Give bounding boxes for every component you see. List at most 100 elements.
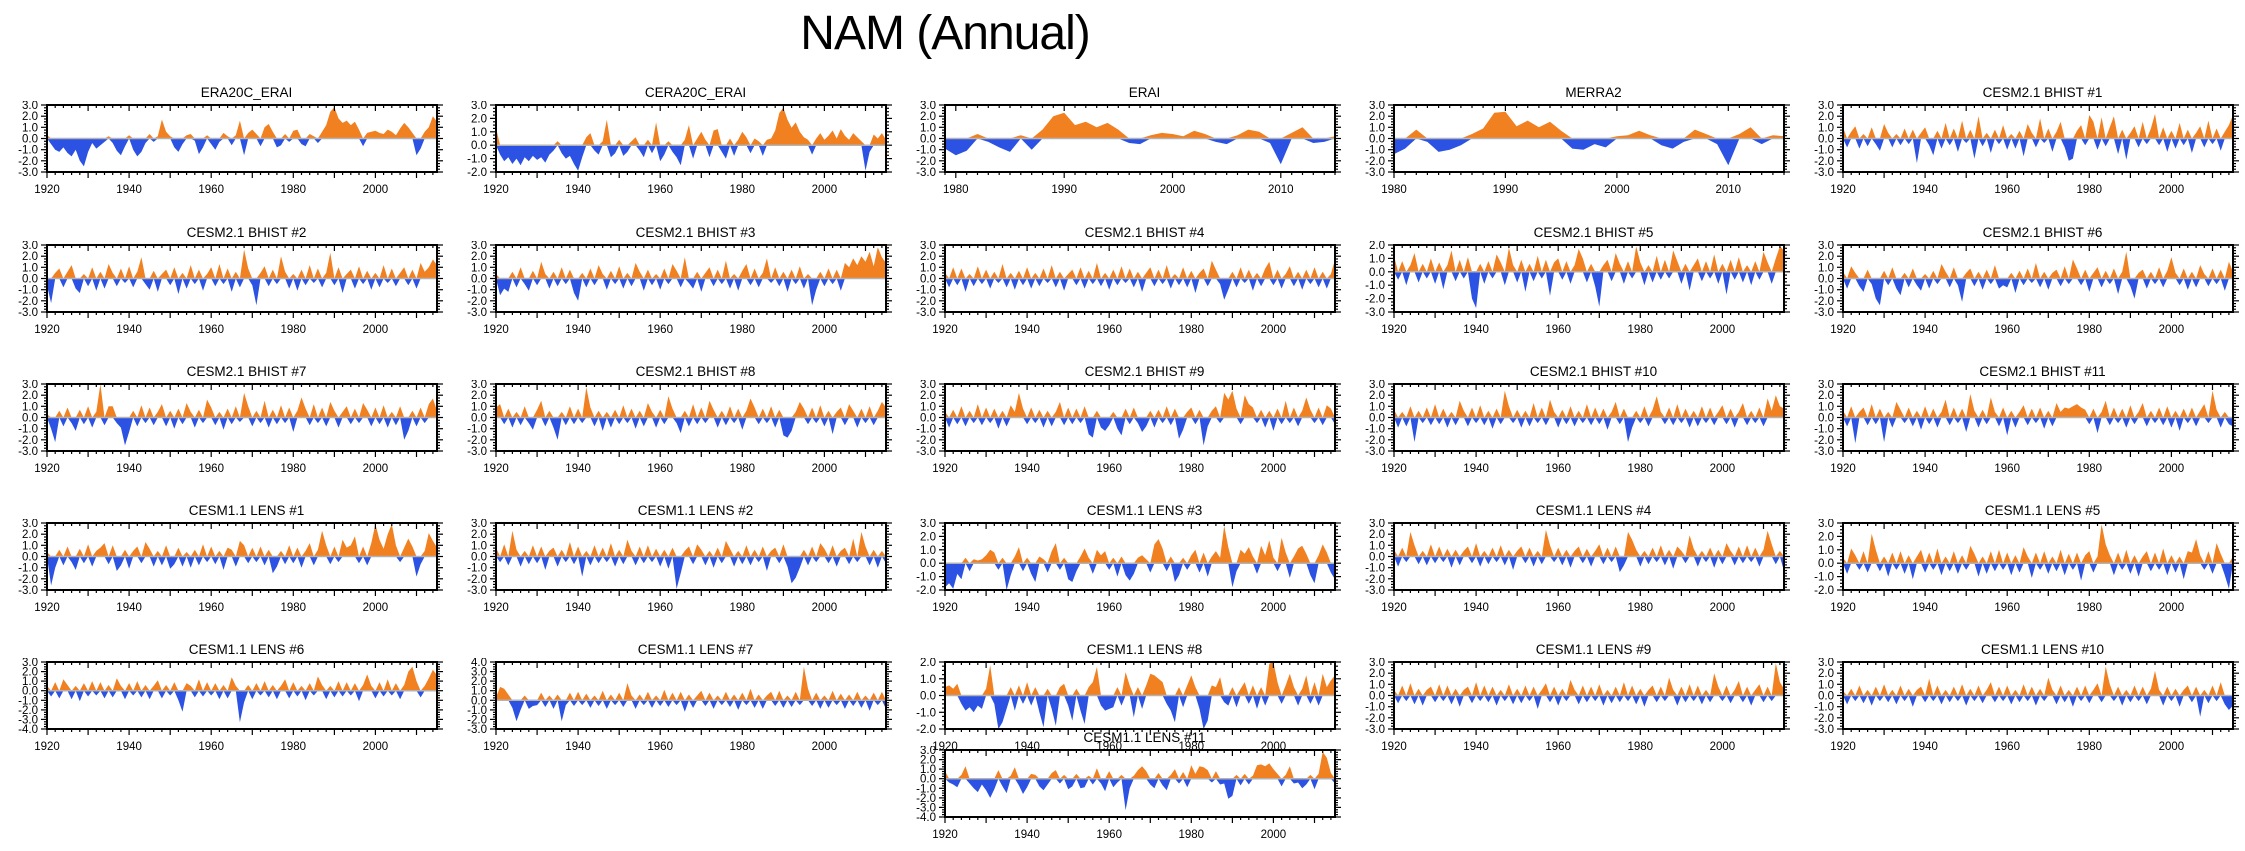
svg-text:1980: 1980 — [281, 184, 307, 196]
svg-text:1960: 1960 — [198, 184, 224, 196]
svg-text:1940: 1940 — [565, 324, 591, 336]
svg-text:-3.0: -3.0 — [467, 724, 487, 736]
svg-text:1960: 1960 — [1545, 602, 1571, 614]
panel-8: CESM2.1 BHIST #4 -3.0 -2.0 -1.0 0.0 1.0 2.0 3.0… — [909, 224, 1358, 346]
svg-text:1940: 1940 — [1014, 602, 1040, 614]
svg-text:-2.0: -2.0 — [18, 296, 38, 308]
svg-text:1.0: 1.0 — [471, 540, 487, 552]
svg-text:0.0: 0.0 — [471, 552, 487, 564]
svg-text:-1.0: -1.0 — [1814, 424, 1834, 436]
svg-text:0.0: 0.0 — [22, 274, 38, 286]
svg-text:1960: 1960 — [1994, 741, 2020, 753]
svg-text:1960: 1960 — [1994, 463, 2020, 475]
svg-text:1980: 1980 — [1628, 463, 1654, 475]
svg-text:2.0: 2.0 — [1369, 241, 1385, 252]
svg-text:1.0: 1.0 — [471, 401, 487, 413]
svg-text:-3.0: -3.0 — [916, 802, 936, 814]
svg-text:-2.0: -2.0 — [916, 585, 936, 597]
svg-text:0.0: 0.0 — [471, 140, 487, 152]
svg-text:0.0: 0.0 — [920, 134, 936, 146]
svg-text:1920: 1920 — [932, 829, 958, 841]
svg-text:-3.0: -3.0 — [467, 446, 487, 458]
svg-text:3.0: 3.0 — [471, 241, 487, 252]
svg-text:-1.0: -1.0 — [18, 563, 38, 575]
svg-text:1940: 1940 — [116, 463, 142, 475]
panel-plot: -3.0-2.0-1.00.01.02.03.0 1920 1940 1960 1980… — [1814, 380, 2239, 475]
svg-text:2010: 2010 — [1716, 184, 1742, 196]
svg-text:1940: 1940 — [565, 602, 591, 614]
svg-text:1960: 1960 — [198, 741, 224, 753]
svg-text:1960: 1960 — [198, 463, 224, 475]
panel-15: CESM2.1 BHIST #11 -3.0 -2.0 -1.0 0.0 1.0 2.0 3.… — [1807, 363, 2245, 485]
panel-plot: -3.0-2.0-1.00.01.02.03.0 1920 1940 1960 1980… — [1814, 241, 2239, 336]
svg-text:1980: 1980 — [281, 741, 307, 753]
svg-text:1960: 1960 — [1994, 602, 2020, 614]
svg-text:-1.0: -1.0 — [467, 705, 487, 717]
svg-text:1940: 1940 — [1912, 602, 1938, 614]
svg-text:2.0: 2.0 — [1818, 251, 1834, 263]
svg-text:0.0: 0.0 — [920, 413, 936, 425]
panel-12: CESM2.1 BHIST #8 -3.0 -2.0 -1.0 0.0 1.0 2.0 3.0… — [460, 363, 909, 485]
panel-title: CESM2.1 BHIST #4 — [1084, 225, 1205, 240]
svg-text:1920: 1920 — [932, 463, 958, 475]
svg-text:1.0: 1.0 — [471, 127, 487, 139]
svg-text:2.0: 2.0 — [920, 531, 936, 543]
panel-plot: -3.0-2.0-1.00.01.02.03.0 1920 1940 1960 1980… — [1365, 380, 1790, 475]
svg-text:2.0: 2.0 — [920, 755, 936, 767]
panel-plot: -4.0-3.0-2.0-1.00.01.02.03.0 1920 1940 1960… — [916, 746, 1341, 841]
panel-title: CERA20C_ERAI — [644, 85, 747, 100]
svg-text:0.0: 0.0 — [471, 413, 487, 425]
svg-text:2.0: 2.0 — [471, 113, 487, 125]
svg-text:3.0: 3.0 — [920, 519, 936, 530]
panel-title: CESM2.1 BHIST #3 — [635, 225, 756, 240]
svg-text:3.0: 3.0 — [1369, 658, 1385, 669]
svg-text:1980: 1980 — [730, 184, 756, 196]
svg-text:-1.0: -1.0 — [1814, 572, 1834, 584]
svg-text:0.0: 0.0 — [1818, 558, 1834, 570]
svg-text:2.0: 2.0 — [22, 251, 38, 263]
panel-21: CESM1.1 LENS #6 -4.0 -3.0 -2.0 -1.0 0.0 1.0 2.0… — [11, 641, 460, 763]
panel-title: CESM1.1 LENS #1 — [188, 503, 305, 518]
panel-plot: -3.0-2.0-1.00.01.02.03.0 1920 1940 1960 1980… — [467, 380, 892, 475]
svg-text:1960: 1960 — [1096, 602, 1122, 614]
svg-text:-2.0: -2.0 — [467, 574, 487, 586]
panel-title: CESM1.1 LENS #9 — [1535, 642, 1652, 657]
svg-text:-3.0: -3.0 — [1365, 167, 1385, 179]
svg-text:0.0: 0.0 — [920, 774, 936, 786]
svg-text:-2.0: -2.0 — [18, 156, 38, 168]
svg-text:1920: 1920 — [483, 324, 509, 336]
svg-text:1.0: 1.0 — [22, 540, 38, 552]
panel-plot: -3.0-2.0-1.00.01.02.03.0 1920 1940 1960 1980… — [18, 101, 443, 196]
svg-text:1920: 1920 — [1830, 324, 1856, 336]
svg-text:-2.0: -2.0 — [1814, 713, 1834, 725]
svg-text:2000: 2000 — [363, 463, 389, 475]
svg-text:1.0: 1.0 — [920, 764, 936, 776]
panel-plot: -3.0-2.0-1.00.01.02.03.0 1920 1940 1960 1980… — [916, 241, 1341, 336]
svg-text:1960: 1960 — [647, 463, 673, 475]
panel-6: CESM2.1 BHIST #2 -3.0 -2.0 -1.0 0.0 1.0 2.0 3.0… — [11, 224, 460, 346]
svg-text:1920: 1920 — [1830, 184, 1856, 196]
svg-text:1.0: 1.0 — [1818, 401, 1834, 413]
svg-text:-2.0: -2.0 — [916, 793, 936, 805]
svg-text:-1.0: -1.0 — [467, 563, 487, 575]
svg-text:-3.0: -3.0 — [916, 446, 936, 458]
panel-7: CESM2.1 BHIST #3 -3.0 -2.0 -1.0 0.0 1.0 2.0 3.0… — [460, 224, 909, 346]
svg-text:2000: 2000 — [1261, 324, 1287, 336]
svg-text:-3.0: -3.0 — [18, 167, 38, 179]
svg-text:1940: 1940 — [1014, 324, 1040, 336]
svg-text:-2.0: -2.0 — [916, 296, 936, 308]
svg-text:-2.0: -2.0 — [1814, 296, 1834, 308]
svg-text:3.0: 3.0 — [1818, 658, 1834, 669]
panel-26: CESM1.1 LENS #11 -4.0 -3.0 -2.0 -1.0 0.0 1.0 2.… — [909, 729, 1358, 851]
svg-text:2.0: 2.0 — [471, 390, 487, 402]
svg-text:1960: 1960 — [1096, 324, 1122, 336]
svg-text:1960: 1960 — [1545, 324, 1571, 336]
panel-title: CESM1.1 LENS #2 — [637, 503, 754, 518]
svg-text:2000: 2000 — [1261, 829, 1287, 841]
svg-text:-2.0: -2.0 — [1814, 156, 1834, 168]
svg-text:1920: 1920 — [932, 324, 958, 336]
svg-text:-3.0: -3.0 — [1365, 307, 1385, 319]
svg-text:0.0: 0.0 — [1369, 691, 1385, 703]
svg-text:1960: 1960 — [647, 324, 673, 336]
svg-text:1.0: 1.0 — [1818, 262, 1834, 274]
